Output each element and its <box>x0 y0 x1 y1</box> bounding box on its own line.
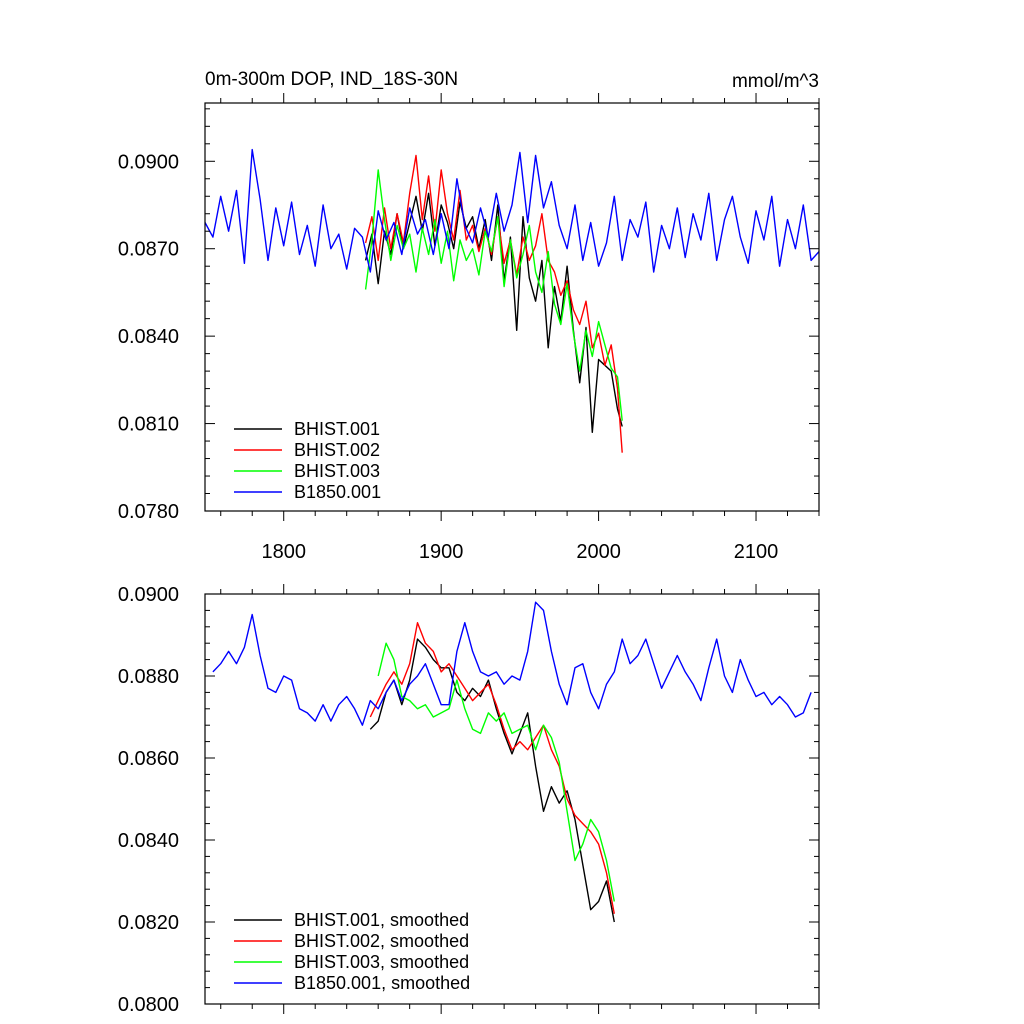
y-tick-label: 0.0900 <box>118 151 179 173</box>
top-panel: 0m-300m DOP, IND_18S-30N mmol/m^3 0.0780… <box>118 69 820 563</box>
top-axis-ticks <box>205 93 820 521</box>
y-tick-label: 0.0810 <box>118 414 179 436</box>
bottom-panel: 0.0800 0.0820 0.0840 0.0860 0.0880 0.0900 BHI… <box>118 584 820 1016</box>
x-tick-label: 1900 <box>419 541 464 563</box>
series-line-2 <box>364 169 623 421</box>
series-line-2 <box>377 642 615 902</box>
y-tick-label: 0.0870 <box>118 239 179 261</box>
x-tick-label: 2100 <box>734 541 779 563</box>
legend-label: B1850.001, smoothed <box>294 973 470 993</box>
top-plot-frame <box>204 102 820 512</box>
legend-label: BHIST.001 <box>294 419 380 439</box>
legend-label: BHIST.003, smoothed <box>294 952 469 972</box>
y-tick-label: 0.0840 <box>118 326 179 348</box>
series-line-3 <box>204 148 820 273</box>
top-axis-labels: 0.0780 0.0810 0.0840 0.0870 0.0900 1800 1900 20… <box>118 151 778 563</box>
bottom-axis-labels: 0.0800 0.0820 0.0840 0.0860 0.0880 0.0900 <box>118 584 179 1016</box>
series-line-1 <box>369 622 615 914</box>
y-tick-label: 0.0820 <box>118 912 179 934</box>
series-line-0 <box>369 638 615 923</box>
series-line-0 <box>364 192 623 433</box>
top-chart-title: 0m-300m DOP, IND_18S-30N <box>205 69 458 90</box>
bottom-series-group <box>212 601 812 923</box>
y-tick-label: 0.0800 <box>118 994 179 1016</box>
series-line-3 <box>212 601 812 726</box>
y-tick-label: 0.0880 <box>118 666 179 688</box>
legend-label: BHIST.002, smoothed <box>294 931 469 951</box>
x-tick-label: 1800 <box>261 541 306 563</box>
legend-label: B1850.001 <box>294 482 381 502</box>
y-tick-label: 0.0780 <box>118 501 179 523</box>
y-tick-label: 0.0860 <box>118 748 179 770</box>
top-series-group <box>204 148 820 453</box>
y-tick-label: 0.0900 <box>118 584 179 606</box>
x-tick-label: 2000 <box>576 541 621 563</box>
y-tick-label: 0.0840 <box>118 830 179 852</box>
bottom-plot-frame <box>204 593 820 1005</box>
legend-label: BHIST.003 <box>294 461 380 481</box>
series-line-1 <box>364 154 623 453</box>
top-chart-units: mmol/m^3 <box>732 71 819 92</box>
bottom-axis-ticks <box>205 584 820 1014</box>
legend-label: BHIST.002 <box>294 440 380 460</box>
legend-label: BHIST.001, smoothed <box>294 910 469 930</box>
